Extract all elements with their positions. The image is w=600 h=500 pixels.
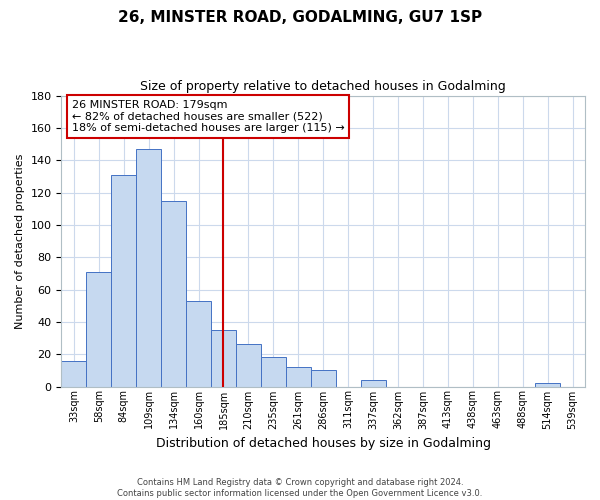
Text: 26 MINSTER ROAD: 179sqm
← 82% of detached houses are smaller (522)
18% of semi-d: 26 MINSTER ROAD: 179sqm ← 82% of detache… [72,100,344,133]
Bar [136,149,161,386]
Bar [286,367,311,386]
X-axis label: Distribution of detached houses by size in Godalming: Distribution of detached houses by size … [156,437,491,450]
Bar [186,301,211,386]
Bar [535,384,560,386]
Bar [161,200,186,386]
Bar [111,175,136,386]
Bar [311,370,335,386]
Bar [211,330,236,386]
Text: Contains HM Land Registry data © Crown copyright and database right 2024.
Contai: Contains HM Land Registry data © Crown c… [118,478,482,498]
Y-axis label: Number of detached properties: Number of detached properties [15,154,25,328]
Title: Size of property relative to detached houses in Godalming: Size of property relative to detached ho… [140,80,506,93]
Bar [236,344,261,387]
Bar [361,380,386,386]
Text: 26, MINSTER ROAD, GODALMING, GU7 1SP: 26, MINSTER ROAD, GODALMING, GU7 1SP [118,10,482,25]
Bar [61,360,86,386]
Bar [261,358,286,386]
Bar [86,272,111,386]
